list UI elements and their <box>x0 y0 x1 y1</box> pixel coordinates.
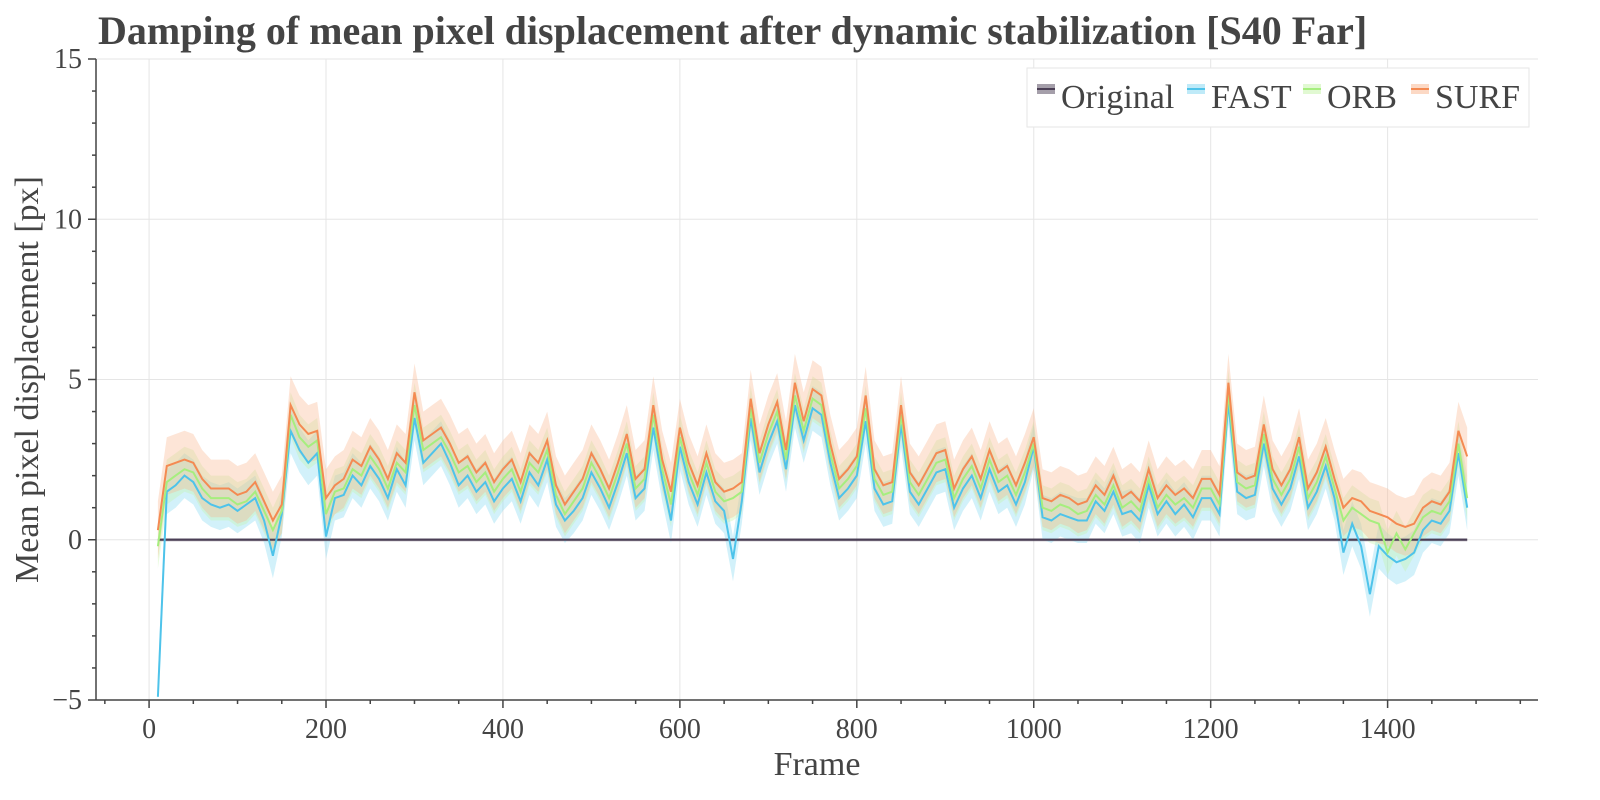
x-tick-label: 800 <box>836 714 878 745</box>
legend-label-original: Original <box>1061 79 1174 116</box>
x-tick-label: 1400 <box>1360 714 1416 745</box>
x-axis-title: Frame <box>774 746 861 783</box>
y-tick-label: −5 <box>52 685 82 716</box>
y-tick-label: 10 <box>54 204 82 235</box>
y-tick-label: 0 <box>68 525 82 556</box>
confidence-bands <box>157 353 1468 700</box>
x-tick-label: 0 <box>142 714 156 745</box>
y-tick-label: 5 <box>68 365 82 396</box>
line-surf <box>156 382 1469 531</box>
series-lines <box>156 382 1469 697</box>
legend-label-fast: FAST <box>1211 79 1292 116</box>
x-tick-label: 200 <box>305 714 347 745</box>
legend-label-surf: SURF <box>1435 79 1520 116</box>
x-tick-label: 600 <box>659 714 701 745</box>
legend-label-orb: ORB <box>1327 79 1397 116</box>
chart-title: Damping of mean pixel displacement after… <box>98 8 1367 53</box>
legend-box <box>1026 67 1530 128</box>
line-fast <box>156 401 1469 697</box>
x-tick-label: 400 <box>482 714 524 745</box>
tick-labels: 0 200 400 600 800 1000 1200 1400 −5 0 5 10 15 <box>52 44 1415 745</box>
band-orb <box>157 369 1468 575</box>
x-tick-label: 1000 <box>1006 714 1062 745</box>
y-tick-label: 15 <box>54 44 82 75</box>
y-axis-title: Mean pixel displacement [px] <box>9 176 46 583</box>
axes <box>88 58 1538 708</box>
x-tick-label: 1200 <box>1183 714 1239 745</box>
line-orb <box>156 392 1469 556</box>
legend: Original FAST ORB SURF <box>1026 67 1530 128</box>
